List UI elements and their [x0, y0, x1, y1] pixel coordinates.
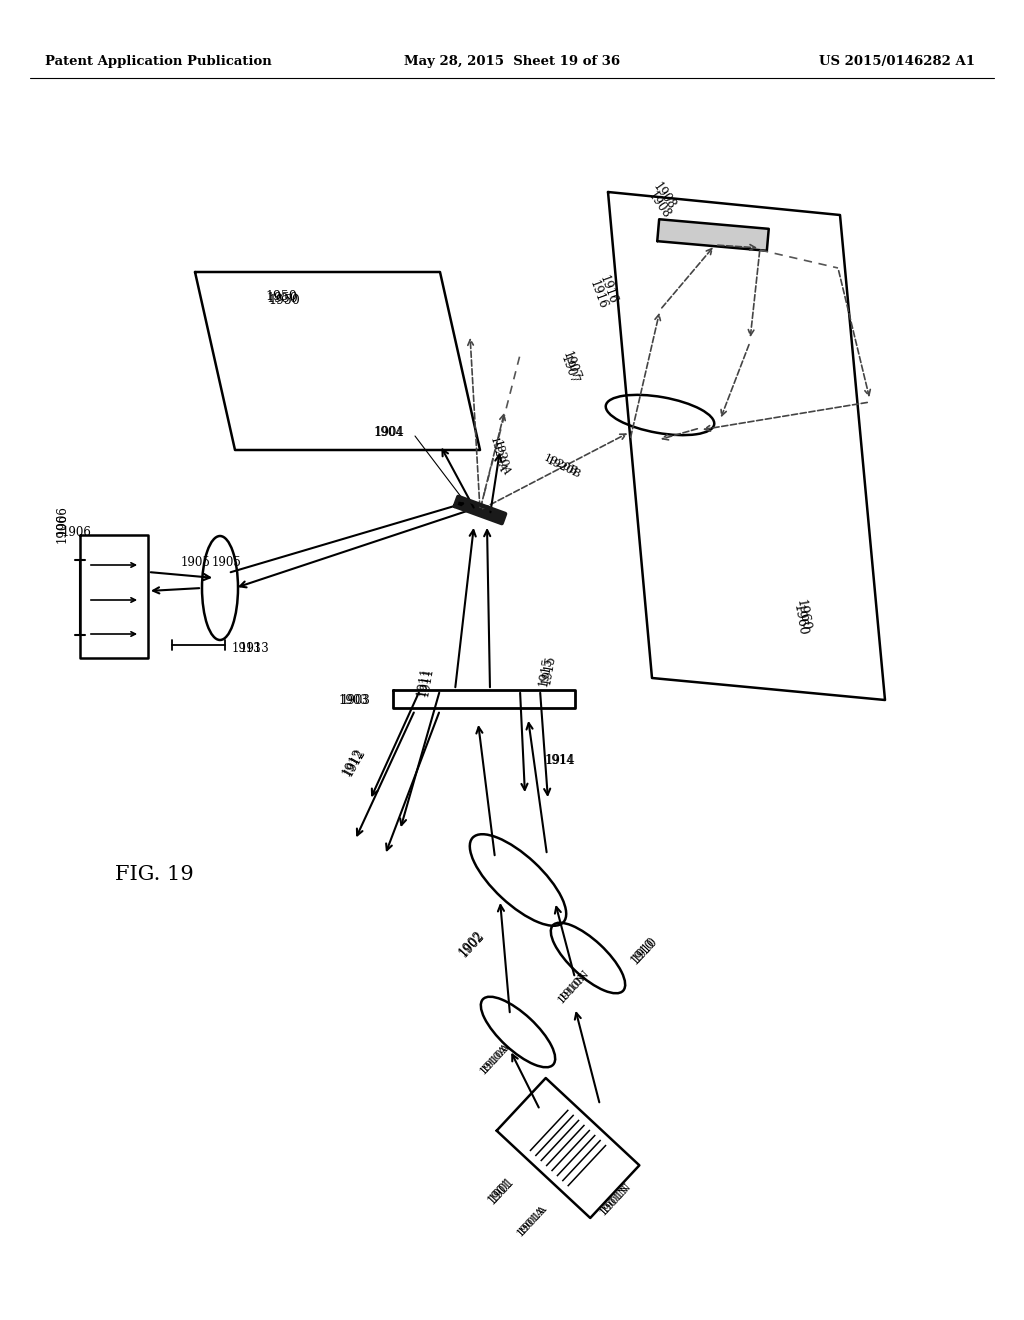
Text: 1915: 1915 [537, 656, 555, 688]
Text: 1903: 1903 [338, 693, 368, 706]
Polygon shape [657, 219, 769, 251]
Text: 1908: 1908 [645, 189, 673, 220]
Text: 1901A: 1901A [517, 1204, 549, 1237]
Text: 1910A: 1910A [478, 1043, 510, 1077]
Text: 1906: 1906 [55, 506, 69, 535]
Text: FIG. 19: FIG. 19 [115, 866, 194, 884]
Text: 1906: 1906 [62, 527, 92, 540]
Text: 1920A: 1920A [488, 436, 507, 474]
Text: 1916: 1916 [587, 279, 609, 312]
Text: 1910: 1910 [630, 935, 659, 965]
Text: 1902: 1902 [456, 929, 485, 960]
Text: 1902: 1902 [457, 929, 486, 961]
Polygon shape [497, 1078, 639, 1218]
Text: 1914: 1914 [545, 754, 574, 767]
Text: 1901A: 1901A [515, 1205, 547, 1238]
Text: 1912: 1912 [340, 746, 366, 777]
Text: 1901: 1901 [485, 1176, 515, 1208]
Text: 1912: 1912 [342, 746, 368, 777]
Text: 1950: 1950 [268, 293, 300, 306]
Text: 1903: 1903 [340, 693, 370, 706]
Text: 1960: 1960 [793, 598, 811, 632]
Text: 1910: 1910 [628, 937, 657, 968]
Text: 1950: 1950 [266, 292, 298, 305]
Text: 1910A: 1910A [480, 1041, 512, 1074]
Text: 1905: 1905 [180, 557, 210, 569]
Text: US 2015/0146282 A1: US 2015/0146282 A1 [819, 55, 975, 69]
Text: May 28, 2015  Sheet 19 of 36: May 28, 2015 Sheet 19 of 36 [403, 55, 621, 69]
Text: 1915: 1915 [540, 655, 558, 686]
Text: 1901N: 1901N [598, 1183, 632, 1217]
Text: 1920B: 1920B [545, 455, 583, 480]
Text: 1950: 1950 [265, 289, 297, 302]
Text: 1901: 1901 [487, 1175, 517, 1205]
Text: 1908: 1908 [650, 180, 678, 213]
Text: 1960: 1960 [790, 603, 808, 636]
Text: 1904: 1904 [374, 425, 403, 438]
Text: 1910N: 1910N [558, 968, 592, 1002]
Text: 1906: 1906 [55, 513, 69, 543]
Text: 1911: 1911 [415, 667, 433, 698]
Text: 1904: 1904 [375, 425, 404, 438]
Text: Patent Application Publication: Patent Application Publication [45, 55, 271, 69]
Text: 1911: 1911 [418, 667, 436, 698]
Text: 1916: 1916 [597, 273, 620, 306]
Text: 1913: 1913 [232, 642, 262, 655]
Text: 1907: 1907 [560, 350, 583, 383]
Polygon shape [455, 496, 505, 523]
Text: 1913: 1913 [240, 642, 269, 655]
Text: 1914: 1914 [546, 754, 575, 767]
Text: 1920A: 1920A [492, 440, 511, 477]
Text: 1905: 1905 [212, 557, 242, 569]
Text: 1920B: 1920B [542, 453, 580, 478]
Text: 1907: 1907 [558, 354, 581, 387]
Text: 1901N: 1901N [600, 1180, 634, 1216]
Text: 1910N: 1910N [556, 970, 590, 1006]
